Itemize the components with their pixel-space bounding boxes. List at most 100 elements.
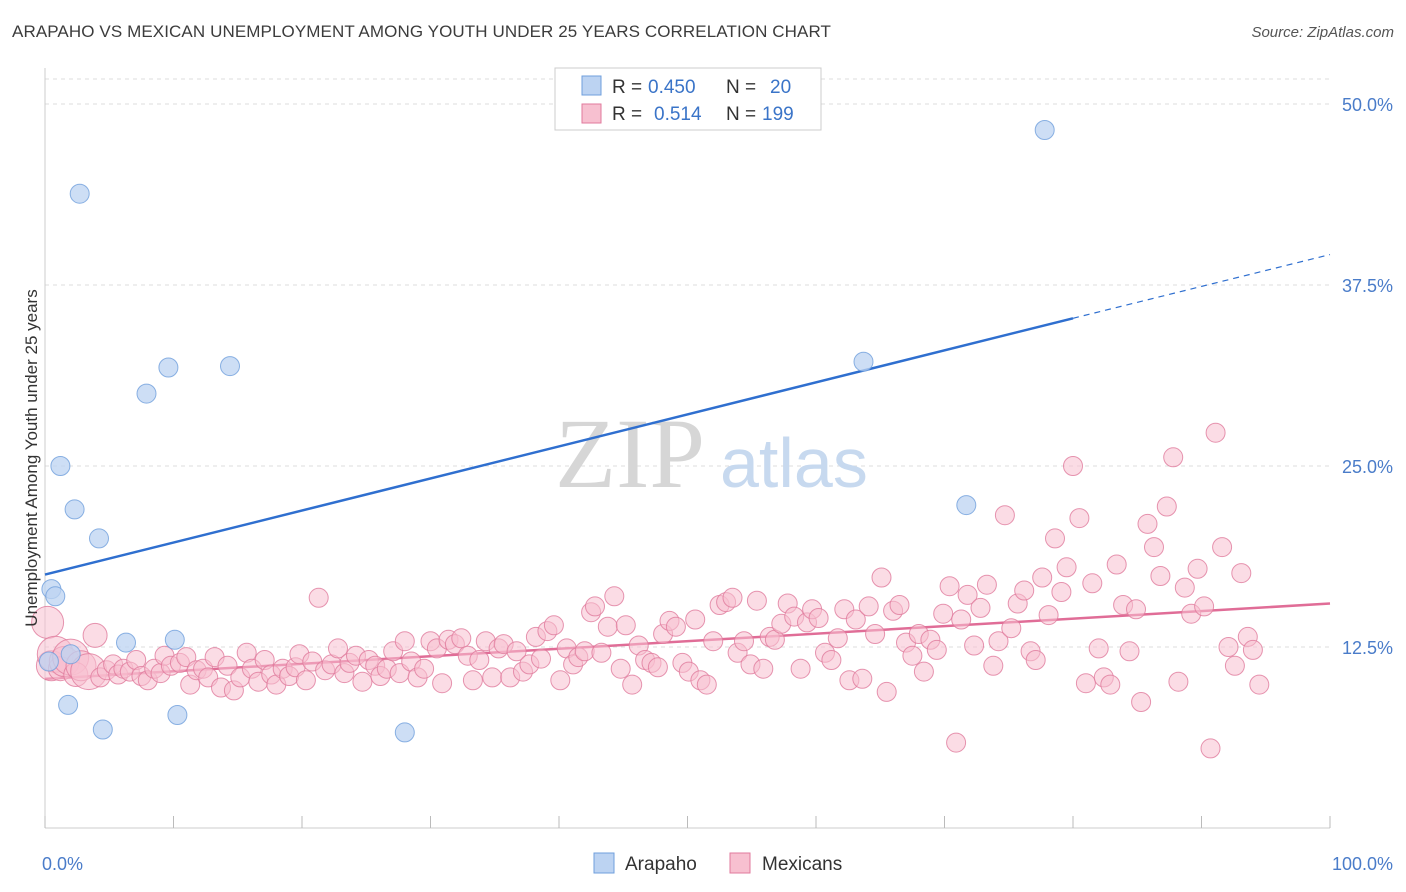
mexicans-point [746,590,767,611]
mexicans-point [845,609,866,630]
legend-swatch-mexicans [729,852,751,874]
mexicans-point [1001,618,1022,639]
source-label: Source: ZipAtlas.com [1251,24,1394,41]
legend-label-arapaho: Arapaho [625,854,697,875]
arapaho-point [38,651,59,672]
mexicans-point [696,674,717,695]
arapaho-trend-extension [1072,253,1331,319]
watermark: ZIP atlas [555,398,868,509]
legend-n-label: N = [726,104,756,125]
arapaho-point [167,705,188,725]
mexicans-point [1224,655,1245,676]
mexicans-point [871,567,892,588]
chart-title: ARAPAHO VS MEXICAN UNEMPLOYMENT AMONG YO… [12,22,832,41]
mexicans-point [852,668,873,689]
arapaho-point [92,719,113,740]
mexicans-point [1051,582,1072,602]
watermark-atlas: atlas [720,424,868,502]
mexicans-point [1150,566,1171,586]
mexicans-point [414,658,435,679]
mexicans-point [957,584,978,605]
legend-r-label: R = [612,77,642,98]
mexicans-point [902,645,923,666]
x-tick-label: 100.0% [1332,854,1393,874]
y-tick-label: 25.0% [1342,457,1393,477]
mexicans-point [1194,596,1215,617]
arapaho-point [164,629,185,650]
stats-legend: R = 0.450 N = 20 R = 0.514 N = 199 [554,67,822,131]
arapaho-point [136,383,157,404]
mexicans-point [591,642,612,663]
arapaho-point [45,586,66,607]
mexicans-point [176,647,197,668]
mexicans-point [1174,577,1195,598]
arapaho-point [89,528,109,549]
arapaho-point [956,495,977,516]
mexicans-point [295,670,316,691]
legend-r-value-mexicans: 0.514 [654,104,702,125]
mexicans-point [1106,554,1127,575]
mexicans-point [615,615,636,636]
mexicans-point [889,595,910,615]
mexicans-point [469,650,490,670]
mexicans-point [1212,537,1233,558]
mexicans-point [808,608,829,628]
mexicans-point [1242,639,1263,660]
mexicans-point [790,658,811,679]
mexicans-point [703,631,724,652]
mexicans-point [865,624,886,644]
mexicans-point [610,658,631,679]
mexicans-point [1200,738,1221,759]
arapaho-point [60,644,81,665]
mexicans-point [531,648,551,669]
mexicans-point [1025,650,1046,670]
mexicans-point [1131,692,1152,712]
axes: 12.5% 25.0% 37.5% 50.0% 0.0% 100.0% [42,68,1393,874]
mexicans-point [328,638,348,659]
legend-r-value-arapaho: 0.450 [648,77,696,98]
series-legend: Arapaho Mexicans [593,852,842,875]
mexicans-point [622,674,643,695]
arapaho-point [220,356,240,377]
mexicans-point [939,576,960,597]
mexicans-point [550,670,571,691]
arapaho-trend-line [44,317,1074,576]
mexicans-point [462,670,483,691]
mexicans-point [1249,674,1270,695]
mexicans-point [1100,674,1121,695]
arapaho-point [158,357,179,378]
mexicans-point [858,596,879,617]
legend-swatch-arapaho [581,75,602,96]
mexicans-point [1045,528,1065,549]
mexicans-point [394,631,415,652]
mexicans-point [1069,508,1090,529]
y-tick-label: 50.0% [1342,95,1393,115]
y-tick-label: 12.5% [1342,638,1393,658]
mexicans-point [1032,567,1053,588]
mexicans-point [1156,496,1177,517]
mexicans-point [722,587,743,608]
mexicans-point [647,657,668,678]
legend-label-mexicans: Mexicans [762,854,842,875]
mexicans-point [1168,671,1189,692]
arapaho-point [58,694,79,715]
legend-n-label: N = [726,77,756,98]
mexicans-point [1163,447,1184,468]
arapaho-point [64,499,85,520]
arapaho-point [394,722,415,743]
mexicans-point [951,609,972,630]
mexicans-point [983,655,1004,676]
mexicans-point [970,597,991,618]
x-tick-label: 0.0% [42,854,83,874]
y-axis-label: Unemployment Among Youth under 25 years [22,289,41,626]
mexicans-point [876,681,897,702]
mexicans-point [597,616,618,637]
mexicans-point [451,628,472,649]
mexicans-point [1218,637,1239,657]
mexicans-point [976,574,997,595]
mexicans-point [482,667,503,688]
mexicans-point [1144,537,1164,558]
legend-n-value-arapaho: 20 [770,77,791,98]
mexicans-point [913,661,934,682]
